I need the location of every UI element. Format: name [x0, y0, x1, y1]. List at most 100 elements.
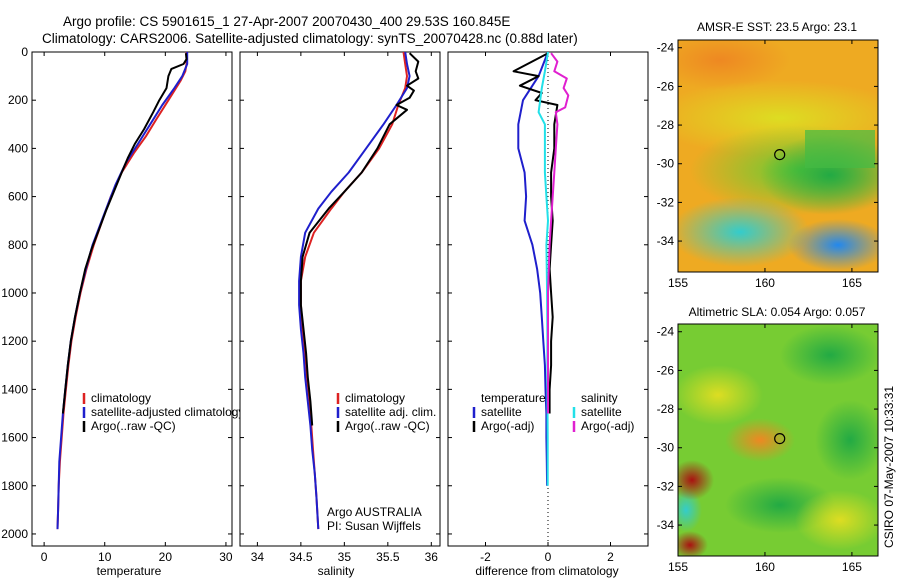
latitude-tick-label: -26: [657, 363, 675, 377]
latitude-tick-label: -24: [657, 41, 675, 55]
depth-tick-label: 1600: [1, 431, 28, 445]
x-tick-label: 34.5: [289, 550, 313, 564]
temperature-x-axis: 0 10 20 30: [41, 52, 233, 564]
sla-yellow-blob-s: [795, 490, 878, 550]
argo-position-marker: [774, 149, 786, 161]
salinity-axes-frame: [239, 51, 441, 547]
x-tick-label: -2: [480, 550, 491, 564]
difference-x-axis: -2 0 2: [480, 52, 614, 564]
salinity-profile-panel: 34 34.5 35 35.5 36 salinity climatology sate…: [239, 51, 441, 578]
salinity-series: [298, 52, 420, 530]
sst-map-title: AMSR-E SST: 23.5 Argo: 23.1: [697, 20, 857, 34]
argo-program-label: Argo AUSTRALIA: [327, 505, 422, 519]
x-tick-label: 10: [98, 550, 112, 564]
salinity-x-axis: 34 34.5 35 35.5 36: [251, 52, 439, 564]
legend-label-argo: Argo(..raw -QC): [345, 419, 430, 433]
latitude-tick-label: -34: [657, 234, 675, 248]
depth-tick-label: 1200: [1, 334, 28, 348]
temperature-series: [56, 52, 189, 530]
legend-label-climatology: climatology: [345, 391, 405, 405]
argo-position-marker: [774, 433, 786, 445]
series-line-2: [299, 52, 420, 426]
sla-red-blob-upper: [678, 460, 714, 500]
longitude-tick-label: 160: [755, 276, 775, 290]
figure-title-line1: Argo profile: CS 5901615_1 27-Apr-2007 2…: [63, 14, 510, 29]
longitude-tick-label: 165: [842, 560, 862, 574]
latitude-tick-label: -34: [657, 518, 675, 532]
sla-map-panel: Altimetric SLA: 0.054 Argo: 0.057 -24 -26…: [657, 305, 879, 574]
x-tick-label: 0: [41, 550, 48, 564]
latitude-tick-label: -32: [657, 479, 675, 493]
depth-tick-label: 1400: [1, 382, 28, 396]
temperature-axis-label: temperature: [97, 564, 162, 578]
x-tick-label: 36: [425, 550, 439, 564]
legend-label-temp-argo: Argo(-adj): [481, 419, 534, 433]
latitude-tick-label: -30: [657, 441, 675, 455]
sst-warm-patch: [678, 40, 790, 90]
x-tick-label: 34: [251, 550, 265, 564]
sst-map-panel: AMSR-E SST: 23.5 Argo: 23.1 -24 -26 -28 -30…: [657, 20, 879, 290]
legend-label-temp-satellite: satellite: [481, 405, 522, 419]
latitude-tick-label: -26: [657, 79, 675, 93]
longitude-tick-label: 155: [668, 276, 688, 290]
salinity-legend: climatology satellite adj. clim. Argo(..…: [336, 391, 436, 433]
latitude-tick-label: -24: [657, 325, 675, 339]
legend-label-sal-satellite: satellite: [581, 405, 622, 419]
latitude-tick-label: -28: [657, 118, 675, 132]
latitude-tick-label: -32: [657, 195, 675, 209]
depth-tick-label: 0: [21, 45, 28, 59]
sst-map-frame: [677, 39, 879, 273]
difference-panel: -2 0 2 difference from climatology tempera…: [447, 51, 649, 578]
sst-green-block: [805, 130, 875, 168]
csiro-timestamp: CSIRO 07-May-2007 10:33:31: [882, 386, 896, 548]
depth-tick-label: 1000: [1, 286, 28, 300]
longitude-tick-label: 155: [668, 560, 688, 574]
depth-tick-label: 2000: [1, 527, 28, 541]
x-tick-label: 0: [545, 550, 552, 564]
sla-map-frame: [677, 323, 879, 557]
sla-longitude-axis: 155 160 165: [668, 324, 862, 574]
series-line-2: [61, 53, 188, 414]
temperature-axes-frame: [31, 51, 233, 547]
latitude-tick-label: -28: [657, 402, 675, 416]
temperature-profile-panel: 0 200 400 600 800 1000 1200 1400 1600 1800 2000 0 1…: [1, 45, 244, 578]
sst-latitude-axis: -24 -26 -28 -30 -32 -34: [657, 41, 878, 248]
depth-tick-label: 800: [8, 238, 28, 252]
legend-label-sal-argo: Argo(-adj): [581, 419, 634, 433]
legend-title-temperature: temperature: [481, 391, 546, 405]
x-tick-label: 2: [607, 550, 614, 564]
latitude-tick-label: -30: [657, 157, 675, 171]
longitude-tick-label: 165: [842, 276, 862, 290]
x-tick-label: 35: [338, 550, 352, 564]
difference-depth-ticks: [448, 51, 648, 535]
x-tick-label: 20: [159, 550, 173, 564]
sla-latitude-axis: -24 -26 -28 -30 -32 -34: [657, 325, 878, 532]
sst-longitude-axis: 155 160 165: [668, 40, 862, 290]
sla-green-blob-ne: [780, 325, 878, 385]
depth-tick-label: 600: [8, 190, 28, 204]
sla-orange-blob: [725, 418, 795, 462]
x-tick-label: 35.5: [376, 550, 400, 564]
sst-blue-patch: [788, 219, 878, 271]
depth-tick-label: 1800: [1, 479, 28, 493]
salinity-axis-label: salinity: [318, 564, 355, 578]
series-line-0: [517, 52, 549, 486]
principal-investigator-label: PI: Susan Wijffels: [327, 519, 421, 533]
series-line-1: [298, 52, 411, 530]
longitude-tick-label: 160: [755, 560, 775, 574]
difference-legend: temperature salinity satellite Argo(-adj…: [472, 391, 634, 433]
series-line-1: [512, 52, 559, 414]
x-tick-label: 30: [219, 550, 233, 564]
difference-axis-label: difference from climatology: [475, 564, 618, 578]
sla-heatmap: [678, 324, 878, 556]
sst-cyan-patch: [678, 197, 810, 267]
depth-tick-label: 200: [8, 93, 28, 107]
sla-map-title: Altimetric SLA: 0.054 Argo: 0.057: [689, 305, 866, 319]
depth-tick-label: 400: [8, 141, 28, 155]
sla-red-blob-lower: [678, 531, 708, 556]
legend-title-salinity: salinity: [581, 391, 618, 405]
sst-heatmap: [678, 40, 878, 272]
sla-green-blob-e: [815, 400, 878, 480]
legend-label-argo: Argo(..raw -QC): [91, 419, 176, 433]
